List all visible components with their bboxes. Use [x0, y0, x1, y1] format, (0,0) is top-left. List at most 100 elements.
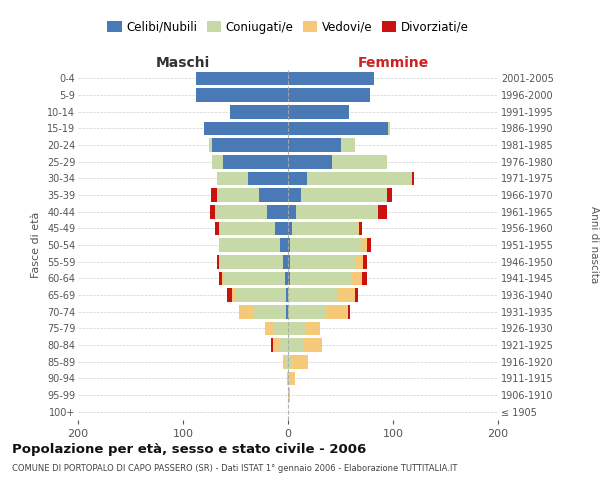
Bar — [325, 305, 348, 318]
Bar — [287, 372, 288, 385]
Bar — [288, 138, 341, 152]
Bar — [288, 305, 325, 318]
Legend: Celibi/Nubili, Coniugati/e, Vedovi/e, Divorziati/e: Celibi/Nubili, Coniugati/e, Vedovi/e, Di… — [103, 16, 473, 38]
Bar — [288, 88, 370, 102]
Bar — [290, 272, 351, 285]
Bar — [218, 272, 222, 285]
Y-axis label: Fasce di età: Fasce di età — [31, 212, 41, 278]
Bar — [332, 155, 387, 168]
Bar — [387, 188, 392, 202]
Bar — [196, 72, 288, 85]
Bar — [358, 222, 359, 235]
Bar — [288, 255, 290, 268]
Bar — [301, 188, 387, 202]
Bar — [274, 338, 280, 352]
Bar — [288, 222, 292, 235]
Bar — [211, 205, 215, 218]
Bar — [379, 205, 387, 218]
Bar — [351, 272, 361, 285]
Bar — [285, 355, 288, 368]
Text: COMUNE DI PORTOPALO DI CAPO PASSERO (SR) - Dati ISTAT 1° gennaio 2006 - Elaboraz: COMUNE DI PORTOPALO DI CAPO PASSERO (SR)… — [12, 464, 457, 473]
Bar — [254, 305, 286, 318]
Bar — [288, 322, 305, 335]
Bar — [280, 338, 288, 352]
Bar — [227, 288, 232, 302]
Bar — [283, 255, 288, 268]
Bar — [218, 222, 275, 235]
Bar — [303, 338, 322, 352]
Bar — [239, 305, 254, 318]
Bar — [288, 105, 349, 118]
Text: Maschi: Maschi — [156, 56, 210, 70]
Bar — [224, 272, 285, 285]
Bar — [217, 188, 259, 202]
Bar — [290, 372, 295, 385]
Text: Popolazione per età, sesso e stato civile - 2006: Popolazione per età, sesso e stato civil… — [12, 442, 366, 456]
Bar — [288, 372, 290, 385]
Bar — [288, 272, 290, 285]
Bar — [305, 322, 320, 335]
Bar — [361, 238, 367, 252]
Bar — [338, 288, 355, 302]
Bar — [212, 138, 288, 152]
Bar — [235, 288, 286, 302]
Bar — [288, 338, 303, 352]
Bar — [290, 255, 355, 268]
Bar — [355, 255, 362, 268]
Bar — [220, 255, 283, 268]
Bar — [267, 205, 288, 218]
Bar — [292, 355, 308, 368]
Bar — [367, 238, 371, 252]
Bar — [274, 322, 288, 335]
Bar — [290, 238, 362, 252]
Text: Anni di nascita: Anni di nascita — [589, 206, 599, 284]
Bar — [362, 255, 367, 268]
Bar — [296, 205, 379, 218]
Bar — [271, 338, 274, 352]
Bar — [212, 155, 223, 168]
Bar — [288, 122, 388, 135]
Bar — [259, 188, 288, 202]
Bar — [218, 255, 220, 268]
Bar — [288, 355, 292, 368]
Bar — [288, 205, 296, 218]
Bar — [223, 155, 288, 168]
Bar — [359, 222, 362, 235]
Bar — [275, 222, 288, 235]
Bar — [219, 238, 280, 252]
Bar — [215, 205, 267, 218]
Bar — [288, 72, 374, 85]
Bar — [288, 188, 301, 202]
Bar — [288, 388, 290, 402]
Bar — [341, 138, 355, 152]
Bar — [196, 88, 288, 102]
Bar — [222, 272, 224, 285]
Bar — [412, 172, 414, 185]
Bar — [209, 138, 212, 152]
Bar — [283, 355, 285, 368]
Bar — [388, 122, 390, 135]
Bar — [230, 105, 288, 118]
Bar — [286, 305, 288, 318]
Bar — [265, 322, 274, 335]
Bar — [211, 188, 217, 202]
Bar — [280, 238, 288, 252]
Bar — [307, 172, 412, 185]
Bar — [348, 305, 350, 318]
Bar — [285, 272, 288, 285]
Bar — [288, 155, 332, 168]
Bar — [292, 222, 358, 235]
Bar — [248, 172, 288, 185]
Bar — [288, 238, 290, 252]
Bar — [204, 122, 288, 135]
Bar — [217, 172, 248, 185]
Bar — [355, 288, 358, 302]
Bar — [217, 255, 218, 268]
Bar — [286, 288, 288, 302]
Bar — [215, 222, 218, 235]
Bar — [232, 288, 235, 302]
Bar — [288, 288, 338, 302]
Bar — [361, 272, 367, 285]
Bar — [288, 172, 307, 185]
Text: Femmine: Femmine — [358, 56, 428, 70]
